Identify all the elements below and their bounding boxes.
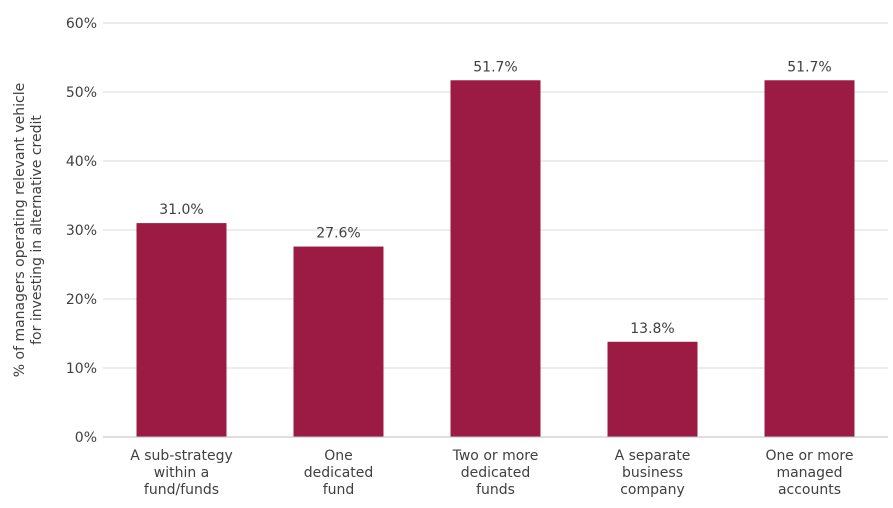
data-label: 51.7%: [787, 59, 831, 75]
x-tick-label-line: A sub-strategy: [130, 448, 233, 464]
y-axis-label-line: % of managers operating relevant vehicle: [12, 83, 28, 377]
x-tick-label-line: Two or more: [452, 448, 539, 464]
data-label: 51.7%: [473, 59, 517, 75]
y-tick-label: 20%: [66, 292, 97, 308]
x-tick-label: A separate business company: [615, 448, 691, 498]
x-tick-label-line: dedicated: [461, 465, 531, 481]
x-tick-label-line: fund: [323, 482, 355, 498]
x-tick-label-line: dedicated: [304, 465, 374, 481]
x-tick-label-line: accounts: [778, 482, 841, 498]
y-tick-label: 60%: [66, 16, 97, 32]
data-label: 31.0%: [159, 202, 203, 218]
data-label: 13.8%: [630, 321, 674, 337]
x-tick-label-line: funds: [476, 482, 515, 498]
y-tick-label: 50%: [66, 85, 97, 101]
bar: [293, 246, 384, 437]
bar: [136, 223, 227, 437]
x-tick-label: Two or more dedicated funds: [452, 448, 539, 498]
bar: [764, 80, 855, 438]
bars: [136, 80, 855, 438]
x-tick-label-line: fund/funds: [144, 482, 219, 498]
bar: [607, 341, 698, 437]
x-tick-label-line: business: [622, 465, 683, 481]
x-tick-label-line: managed: [776, 465, 842, 481]
data-labels: 31.0% 27.6% 51.7% 13.8% 51.7%: [159, 59, 831, 337]
y-tick-label: 40%: [66, 154, 97, 170]
data-label: 27.6%: [316, 226, 360, 242]
x-tick-label-line: within a: [154, 465, 210, 481]
y-tick-label: 0%: [75, 430, 97, 446]
y-axis-ticks: 0% 10% 20% 30% 40% 50% 60%: [66, 16, 97, 446]
y-axis-label-line: for investing in alternative credit: [29, 115, 45, 345]
x-tick-label-line: One or more: [766, 448, 854, 464]
x-tick-label: One dedicated fund: [304, 448, 374, 498]
x-tick-label-line: A separate: [615, 448, 691, 464]
x-tick-label-line: company: [620, 482, 685, 498]
x-tick-label: One or more managed accounts: [766, 448, 854, 498]
y-tick-label: 30%: [66, 223, 97, 239]
x-tick-label: A sub-strategy within a fund/funds: [130, 448, 233, 498]
bar: [450, 80, 541, 438]
y-axis-label: % of managers operating relevant vehicle…: [12, 83, 45, 377]
y-tick-label: 10%: [66, 361, 97, 377]
x-tick-label-line: One: [324, 448, 353, 464]
